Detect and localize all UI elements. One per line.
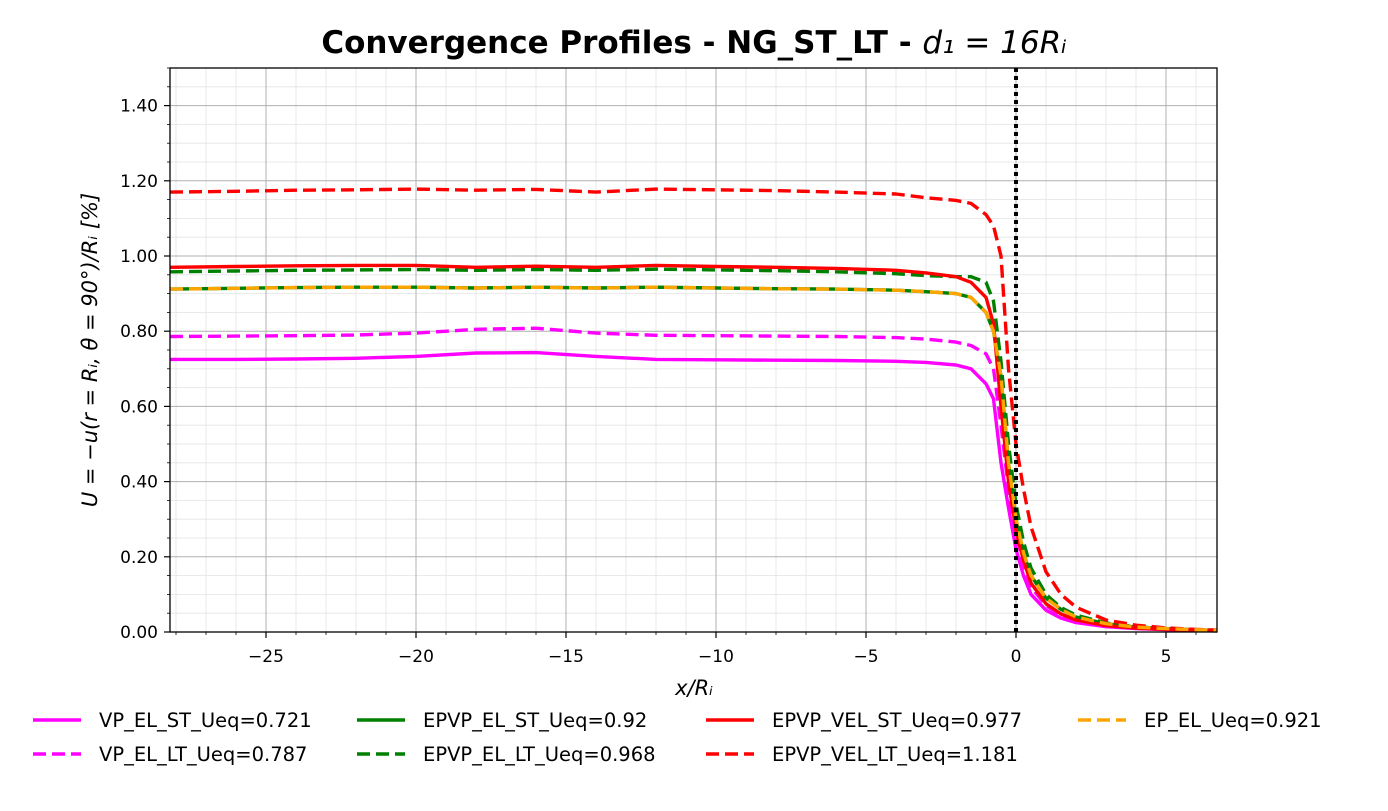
x-axis-label: x/Rᵢ [674,676,713,700]
y-tick-label: 0.20 [120,548,158,568]
x-tick-label: −15 [548,647,584,667]
legend-label: EPVP_EL_ST_Ueq=0.92 [423,709,647,732]
series-line [169,267,1218,633]
x-tick-label: 0 [1011,647,1022,667]
chart-title-text: Convergence Profiles - NG_ST_LT - [321,25,922,61]
series-layer [169,187,1218,633]
legend-label: VP_EL_ST_Ueq=0.721 [99,709,312,732]
x-axis-ticks: −25 −20 −15 −10 −5 0 5 [175,632,1197,667]
series-line [169,263,1218,633]
series-line [169,285,1218,633]
y-tick-label: 1.00 [120,247,158,267]
x-tick-label: −10 [698,647,734,667]
x-tick-label: −20 [398,647,434,667]
minor-grid [170,67,1217,632]
y-axis-ticks: 0.00 0.20 0.40 0.60 0.80 1.00 1.20 1.40 [120,67,170,643]
x-tick-label: 5 [1161,647,1172,667]
chart-title-math: d₁ = 16Rᵢ [922,25,1066,61]
legend-label: EPVP_EL_LT_Ueq=0.968 [423,743,656,766]
series-line [169,187,1218,632]
x-tick-label: −25 [248,647,284,667]
y-tick-label: 0.00 [120,623,158,643]
y-tick-label: 0.60 [120,397,158,417]
legend: VP_EL_ST_Ueq=0.721 EPVP_EL_ST_Ueq=0.92 EPV… [33,709,1322,766]
series-line [170,350,1218,633]
legend-label: EPVP_VEL_ST_Ueq=0.977 [772,709,1022,732]
y-tick-label: 0.80 [120,322,158,342]
x-tick-label: −5 [853,647,878,667]
y-tick-label: 1.20 [120,172,158,192]
y-axis-label: U = −u(r = Rᵢ, θ = 90°)/Rᵢ [%] [78,193,102,507]
y-tick-label: 0.40 [120,473,158,493]
chart-title: Convergence Profiles - NG_ST_LT - d₁ = 1… [321,25,1066,61]
legend-label: EP_EL_Ueq=0.921 [1144,709,1322,732]
legend-label: EPVP_VEL_LT_Ueq=1.181 [772,743,1018,766]
series-line [169,326,1218,633]
legend-label: VP_EL_LT_Ueq=0.787 [99,743,307,766]
y-tick-label: 1.40 [120,97,158,117]
